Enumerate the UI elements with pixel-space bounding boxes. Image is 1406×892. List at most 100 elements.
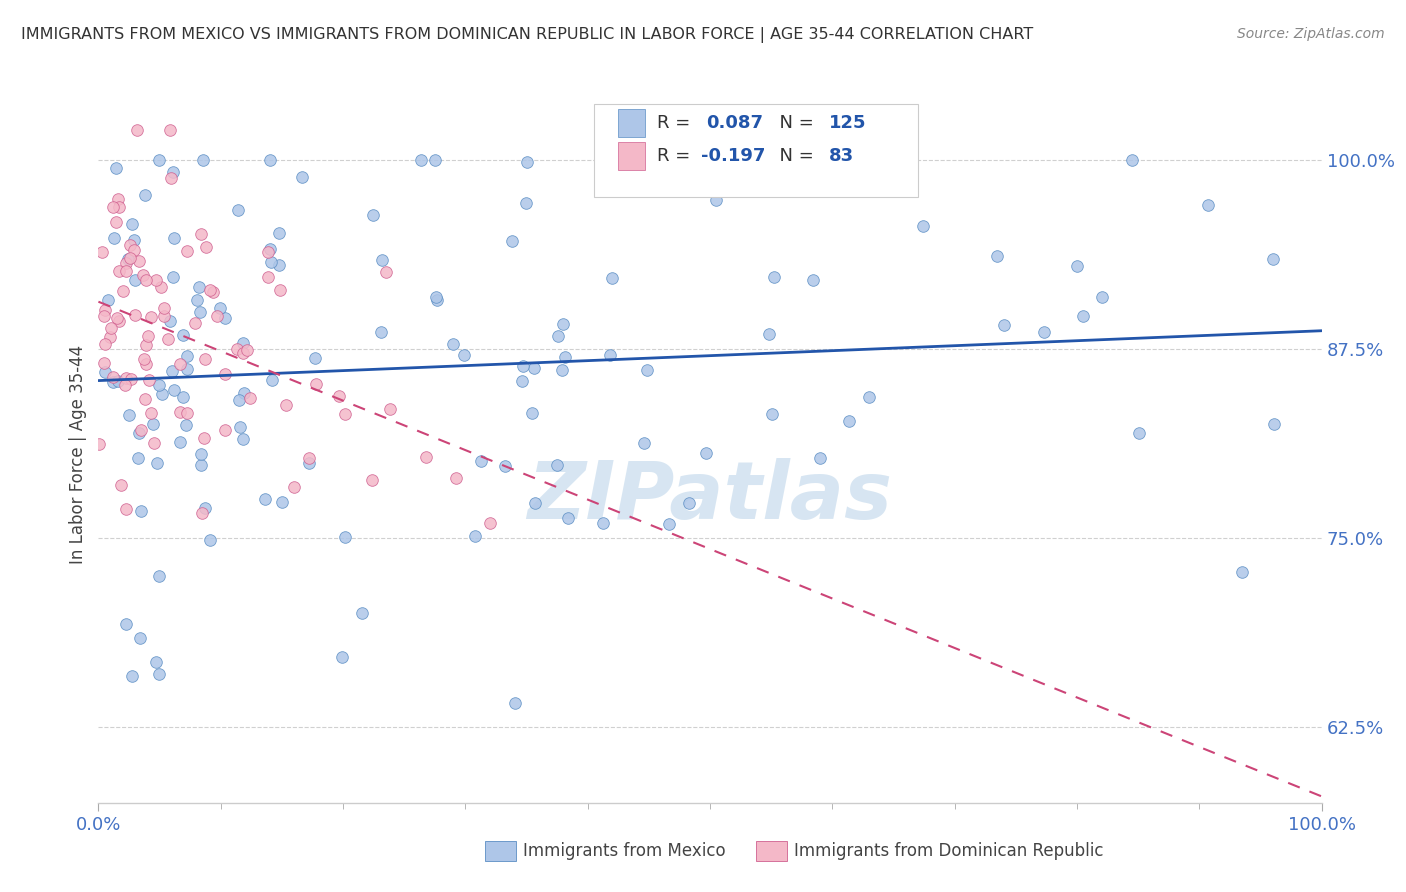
- Point: [214, 423, 236, 437]
- Point: [523, 360, 546, 375]
- Point: [100, 320, 122, 334]
- Point: [257, 244, 280, 259]
- Point: [520, 406, 543, 420]
- Point: [117, 252, 139, 266]
- Point: [143, 436, 166, 450]
- Point: [188, 305, 211, 319]
- Point: [510, 374, 533, 388]
- Point: [169, 434, 191, 449]
- Point: [111, 284, 134, 298]
- Point: [599, 348, 621, 362]
- Point: [260, 254, 283, 268]
- Point: [202, 285, 225, 299]
- Point: [174, 417, 197, 432]
- Point: [186, 293, 208, 308]
- Point: [124, 308, 146, 322]
- Point: [136, 329, 159, 343]
- Point: [115, 264, 138, 278]
- Point: [335, 407, 357, 421]
- Point: [176, 405, 198, 419]
- Point: [257, 270, 280, 285]
- Point: [153, 301, 176, 315]
- FancyBboxPatch shape: [619, 109, 645, 137]
- Point: [260, 373, 283, 387]
- Point: [163, 230, 186, 244]
- Point: [122, 243, 145, 257]
- Point: [232, 335, 254, 350]
- Point: [512, 359, 534, 373]
- Point: [190, 458, 212, 472]
- Point: [546, 458, 568, 472]
- Point: [127, 450, 149, 465]
- Point: [494, 458, 516, 473]
- Text: 0.087: 0.087: [706, 114, 763, 132]
- Point: [94, 365, 117, 379]
- Point: [194, 500, 217, 515]
- Point: [160, 364, 183, 378]
- Point: [101, 200, 124, 214]
- Point: [145, 655, 167, 669]
- Point: [470, 454, 492, 468]
- Point: [194, 352, 217, 367]
- Point: [114, 502, 136, 516]
- Point: [298, 456, 321, 470]
- Text: N =: N =: [768, 147, 820, 165]
- Point: [142, 417, 165, 431]
- Point: [304, 351, 326, 366]
- Point: [636, 363, 658, 377]
- Point: [1230, 566, 1253, 580]
- Point: [114, 256, 136, 270]
- Point: [423, 153, 446, 167]
- Point: [378, 401, 401, 416]
- Point: [131, 423, 153, 437]
- Point: [501, 235, 523, 249]
- Point: [1033, 325, 1056, 339]
- Point: [592, 516, 614, 531]
- Text: -0.197: -0.197: [702, 147, 766, 165]
- Point: [138, 373, 160, 387]
- Point: [1263, 417, 1285, 432]
- Point: [267, 226, 290, 240]
- Point: [97, 293, 120, 307]
- Point: [108, 314, 131, 328]
- Point: [93, 337, 115, 351]
- Point: [214, 311, 236, 326]
- Point: [93, 356, 115, 370]
- Point: [479, 516, 502, 530]
- Point: [1128, 426, 1150, 441]
- Point: [304, 376, 326, 391]
- Text: IMMIGRANTS FROM MEXICO VS IMMIGRANTS FROM DOMINICAN REPUBLIC IN LABOR FORCE | AG: IMMIGRANTS FROM MEXICO VS IMMIGRANTS FRO…: [21, 27, 1033, 43]
- Point: [135, 338, 157, 352]
- Point: [446, 471, 468, 485]
- Text: R =: R =: [658, 114, 696, 132]
- Point: [128, 631, 150, 645]
- Point: [226, 342, 249, 356]
- Point: [139, 406, 162, 420]
- Point: [132, 268, 155, 283]
- Point: [198, 283, 221, 297]
- Point: [600, 271, 623, 285]
- Point: [271, 495, 294, 509]
- Point: [159, 314, 181, 328]
- Point: [232, 345, 254, 359]
- Point: [135, 357, 157, 371]
- Point: [159, 122, 181, 136]
- Point: [107, 192, 129, 206]
- Point: [1263, 252, 1285, 266]
- Point: [226, 202, 249, 217]
- Point: [370, 325, 392, 339]
- Point: [172, 327, 194, 342]
- Point: [173, 390, 195, 404]
- Point: [453, 348, 475, 362]
- Point: [184, 317, 207, 331]
- Point: [190, 227, 212, 241]
- Point: [328, 389, 350, 403]
- Point: [515, 196, 537, 211]
- Point: [1091, 290, 1114, 304]
- Point: [415, 450, 437, 465]
- Point: [761, 407, 783, 421]
- Point: [132, 352, 155, 367]
- Point: [124, 273, 146, 287]
- Point: [134, 187, 156, 202]
- Point: [114, 371, 136, 385]
